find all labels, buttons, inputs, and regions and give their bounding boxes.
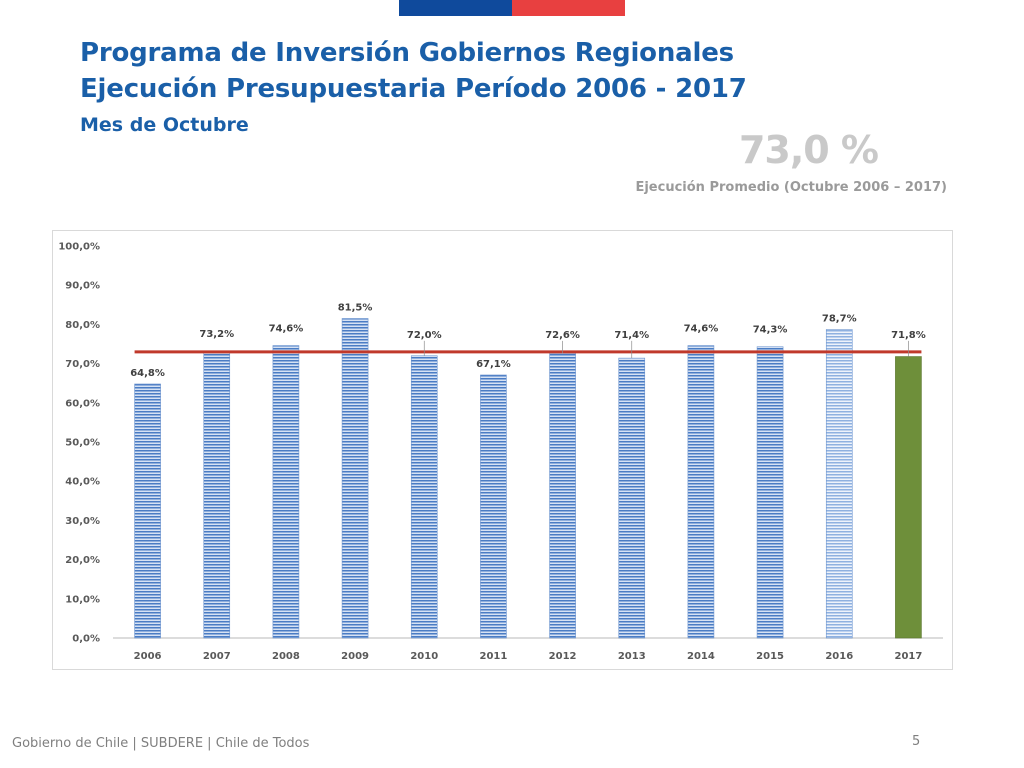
y-tick-label: 60,0% [65, 398, 100, 409]
x-tick-label: 2008 [272, 651, 300, 662]
bar-2010 [410, 355, 438, 639]
x-tick-label: 2006 [134, 651, 162, 662]
bar-2008 [272, 345, 300, 639]
y-tick-label: 70,0% [65, 359, 100, 370]
x-tick-label: 2013 [618, 651, 646, 662]
y-tick-label: 50,0% [65, 438, 100, 449]
data-label-2006: 64,8% [130, 368, 165, 379]
data-label-2013: 71,4% [614, 330, 649, 341]
x-tick-label: 2016 [825, 651, 853, 662]
x-tick-label: 2012 [549, 651, 577, 662]
x-tick-label: 2014 [687, 651, 715, 662]
flag-blue-stripe [399, 0, 512, 16]
x-tick-label: 2017 [894, 651, 922, 662]
bar-2006 [134, 383, 161, 639]
data-label-2008: 74,6% [269, 324, 304, 335]
y-axis: 0,0% 10,0% 20,0% 30,0% 40,0% 50,0% 60,0% 70,0% 8… [58, 242, 943, 645]
average-kpi-caption: Ejecución Promedio (Octubre 2006 – 2017) [635, 180, 947, 195]
x-tick-label: 2015 [756, 651, 784, 662]
data-label-2011: 67,1% [476, 359, 511, 370]
data-label-2014: 74,6% [684, 324, 719, 335]
average-kpi-value: 73,0 % [738, 128, 879, 172]
bar-2013 [618, 357, 646, 639]
y-tick-label: 100,0% [58, 242, 100, 253]
x-tick-label: 2009 [341, 651, 369, 662]
x-tick-label: 2010 [410, 651, 438, 662]
data-label-2016: 78,7% [822, 313, 857, 324]
bar-series [134, 318, 922, 639]
y-tick-label: 30,0% [65, 516, 100, 527]
bar-2007 [203, 350, 231, 639]
data-label-2015: 74,3% [753, 325, 788, 336]
data-label-2010: 72,0% [407, 330, 442, 341]
data-label-2017: 71,8% [891, 330, 926, 341]
y-tick-label: 20,0% [65, 555, 100, 566]
data-label-2009: 81,5% [338, 303, 373, 314]
bar-2011 [480, 374, 507, 639]
y-tick-label: 40,0% [65, 477, 100, 488]
x-tick-label: 2011 [479, 651, 507, 662]
slide-title-line-2: Ejecución Presupuestaria Período 2006 - … [80, 74, 747, 104]
y-tick-label: 10,0% [65, 594, 100, 605]
flag-red-stripe [512, 0, 625, 16]
bar-2016 [825, 329, 853, 639]
bar-chart: 0,0% 10,0% 20,0% 30,0% 40,0% 50,0% 60,0% 70,0% 8… [52, 230, 953, 670]
x-tick-label: 2007 [203, 651, 231, 662]
x-axis: 2006 2007 2008 2009 2010 2011 2012 2013 2014 2015… [134, 651, 923, 662]
data-label-2007: 73,2% [199, 329, 234, 340]
bar-2014 [687, 345, 715, 639]
bar-2015 [756, 346, 784, 639]
y-tick-label: 80,0% [65, 320, 100, 331]
footer-text: Gobierno de Chile | SUBDERE | Chile de T… [12, 736, 310, 751]
bar-2009 [341, 318, 369, 639]
slide-title-line-1: Programa de Inversión Gobiernos Regional… [80, 38, 734, 68]
slide-subtitle: Mes de Octubre [80, 114, 249, 136]
bar-2017 [895, 356, 922, 639]
chart-canvas: 0,0% 10,0% 20,0% 30,0% 40,0% 50,0% 60,0% 70,0% 8… [58, 242, 943, 662]
y-tick-label: 90,0% [65, 281, 100, 292]
y-tick-label: 0,0% [72, 634, 100, 645]
page-number: 5 [912, 734, 921, 749]
bar-2012 [549, 353, 576, 639]
data-label-2012: 72,6% [545, 330, 580, 341]
data-labels: 64,8% 73,2% 74,6% 81,5% 72,0% 67,1% 72,6% 71,4%… [130, 303, 926, 379]
